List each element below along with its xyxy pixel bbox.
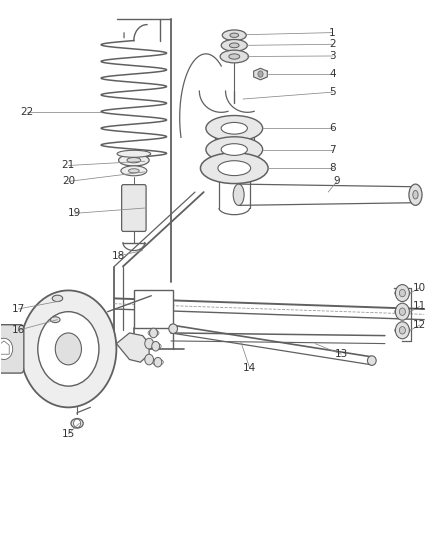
FancyBboxPatch shape <box>134 290 173 328</box>
Ellipse shape <box>71 418 83 428</box>
Text: 22: 22 <box>20 107 34 117</box>
Circle shape <box>74 419 81 427</box>
Text: 4: 4 <box>329 69 336 79</box>
Ellipse shape <box>233 184 244 205</box>
Text: 1: 1 <box>329 28 336 38</box>
Text: 18: 18 <box>112 251 125 261</box>
Ellipse shape <box>230 43 239 48</box>
Text: 10: 10 <box>413 283 427 293</box>
Text: 16: 16 <box>11 325 25 335</box>
Circle shape <box>20 290 117 407</box>
Text: 12: 12 <box>413 320 427 330</box>
Ellipse shape <box>221 144 247 156</box>
Ellipse shape <box>218 161 251 175</box>
Ellipse shape <box>220 50 248 63</box>
Circle shape <box>150 328 157 338</box>
Polygon shape <box>0 341 9 354</box>
Ellipse shape <box>52 295 63 302</box>
Ellipse shape <box>221 123 247 134</box>
Polygon shape <box>254 68 267 80</box>
Text: 13: 13 <box>335 349 348 359</box>
Text: 21: 21 <box>62 160 75 171</box>
FancyBboxPatch shape <box>0 325 24 373</box>
Text: 8: 8 <box>329 163 336 173</box>
Circle shape <box>55 333 81 365</box>
Text: 19: 19 <box>68 208 81 219</box>
Circle shape <box>0 338 13 360</box>
Circle shape <box>258 71 263 77</box>
Circle shape <box>399 289 406 297</box>
Ellipse shape <box>201 153 268 183</box>
Text: 2: 2 <box>329 39 336 49</box>
Ellipse shape <box>229 54 240 59</box>
Ellipse shape <box>409 184 422 205</box>
Text: 5: 5 <box>329 87 336 97</box>
Ellipse shape <box>117 150 151 157</box>
Ellipse shape <box>413 190 418 199</box>
Circle shape <box>152 342 159 351</box>
Circle shape <box>145 338 153 349</box>
FancyBboxPatch shape <box>122 184 146 231</box>
Text: 11: 11 <box>413 301 427 311</box>
Ellipse shape <box>222 30 246 41</box>
Circle shape <box>38 312 99 386</box>
Text: 14: 14 <box>243 362 256 373</box>
Circle shape <box>145 354 153 365</box>
Text: 9: 9 <box>334 176 340 187</box>
Circle shape <box>396 303 410 320</box>
Circle shape <box>154 358 162 367</box>
Text: 6: 6 <box>329 123 336 133</box>
Ellipse shape <box>206 137 263 163</box>
Ellipse shape <box>206 116 263 141</box>
Circle shape <box>396 322 410 339</box>
Circle shape <box>396 285 410 302</box>
Text: 7: 7 <box>329 144 336 155</box>
Circle shape <box>399 308 406 316</box>
Text: 17: 17 <box>11 304 25 314</box>
Ellipse shape <box>121 166 147 176</box>
Ellipse shape <box>367 356 376 366</box>
Text: 15: 15 <box>62 429 75 439</box>
Text: 3: 3 <box>329 51 336 61</box>
Ellipse shape <box>50 317 60 322</box>
Polygon shape <box>117 333 149 362</box>
Ellipse shape <box>221 39 247 51</box>
Ellipse shape <box>128 169 139 173</box>
Ellipse shape <box>127 158 141 163</box>
Ellipse shape <box>169 324 177 334</box>
Ellipse shape <box>230 33 239 37</box>
Circle shape <box>399 327 406 334</box>
Text: 20: 20 <box>62 176 75 187</box>
Ellipse shape <box>119 155 149 166</box>
